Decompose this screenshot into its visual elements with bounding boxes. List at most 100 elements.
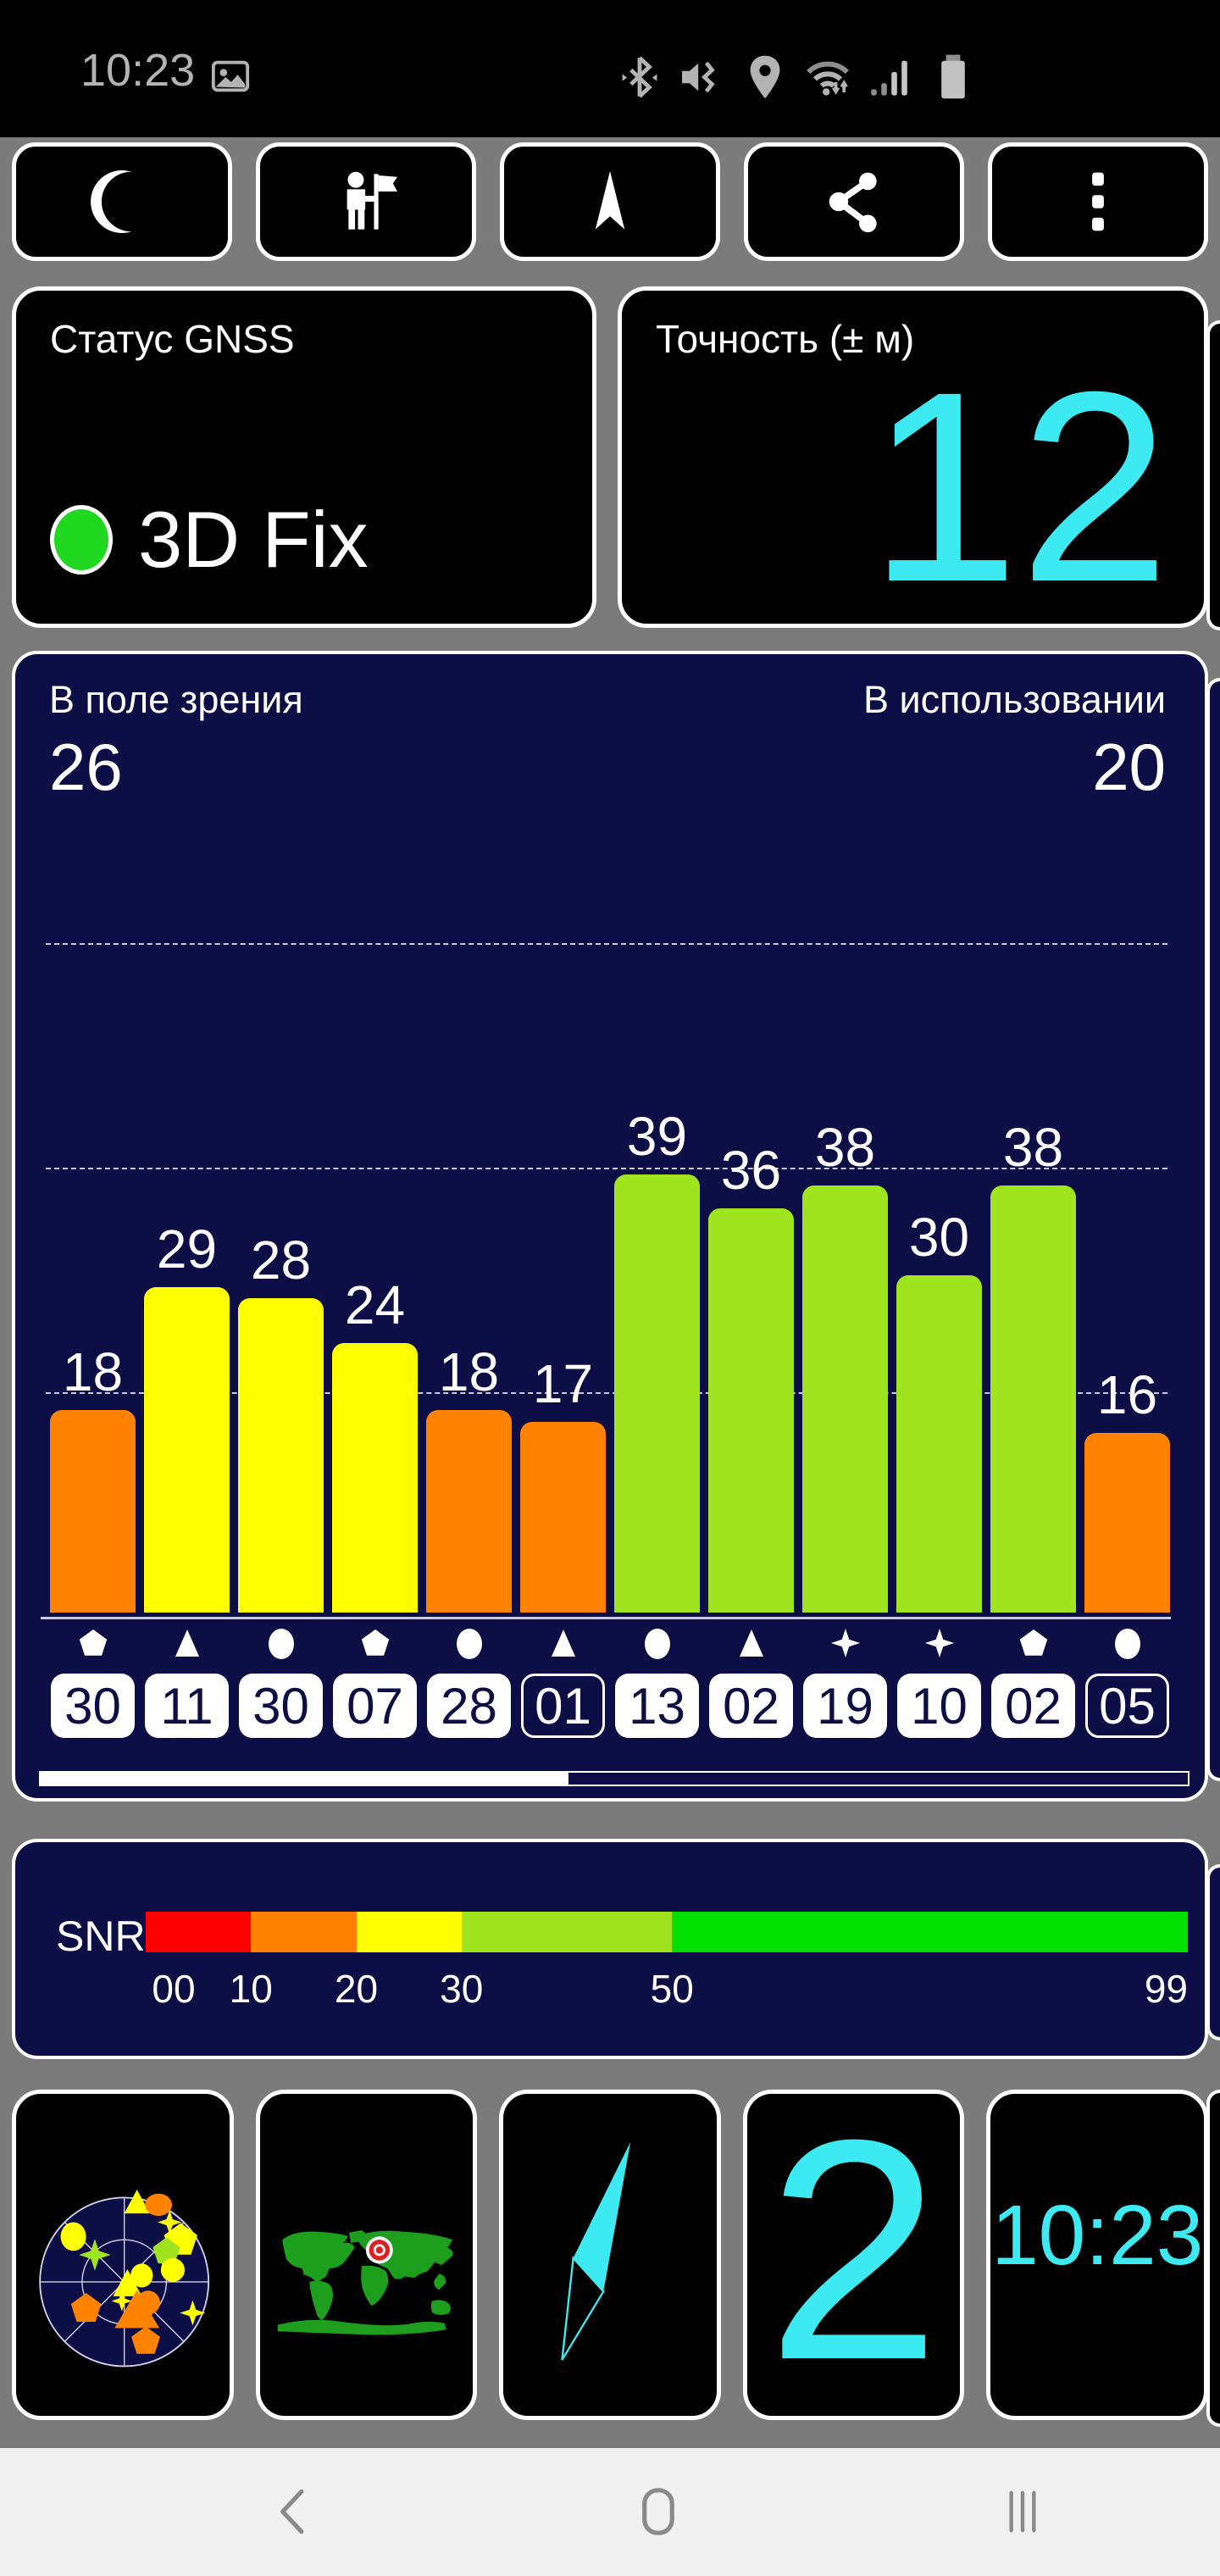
ttff-progress-bar	[39, 1771, 1190, 1786]
compass-card[interactable]	[499, 2090, 721, 2420]
battery-icon	[941, 54, 965, 99]
prn-badge: 30	[239, 1674, 323, 1738]
bar-slot: 18	[422, 1341, 516, 1613]
triangle-icon	[140, 1625, 234, 1663]
in-view-value: 26	[49, 730, 123, 804]
status-time: 10:23	[80, 45, 196, 96]
bar-slot: 38	[798, 1116, 892, 1613]
circle-icon	[610, 1625, 704, 1663]
snr-bar	[144, 1287, 230, 1613]
snr-bar	[990, 1185, 1076, 1613]
bar-value: 39	[626, 1106, 688, 1167]
sky-plot-card[interactable]	[12, 2090, 234, 2420]
prn-badge: 01	[521, 1674, 605, 1738]
prn-badges: 30 11 30 07 28 01 13 02 19 10 02 05	[46, 1674, 1174, 1738]
next-card-sliver	[1206, 2090, 1220, 2427]
badge-cell: 01	[516, 1674, 610, 1738]
recents-icon[interactable]	[991, 2480, 1054, 2543]
snr-tick-label: 50	[650, 1967, 694, 2011]
back-icon[interactable]	[263, 2480, 325, 2543]
snr-tick-label: 30	[440, 1967, 484, 2011]
snr-tick-labels: 00 10 20 30 50 99	[146, 1966, 1188, 2013]
person-flag-icon	[347, 171, 397, 230]
snr-bar	[896, 1275, 982, 1613]
gnss-status-title: Статус GNSS	[50, 317, 295, 361]
badge-cell: 10	[892, 1674, 986, 1738]
wifi-icon	[807, 61, 849, 96]
satellite-chart-card[interactable]: В поле зрения В использовании 26 20 18 29…	[12, 651, 1208, 1802]
gridline	[46, 943, 1167, 945]
bar-slot: 38	[986, 1116, 1080, 1613]
star-icon	[798, 1625, 892, 1663]
circle-icon	[234, 1625, 328, 1663]
circle-icon	[1080, 1625, 1174, 1663]
snr-bar	[332, 1343, 418, 1613]
fix-status-dot	[50, 505, 113, 575]
clock-value: 10:23	[991, 2187, 1204, 2283]
snr-legend-card[interactable]: SNR 00 10 20 30 50 99	[12, 1839, 1208, 2059]
in-use-value: 20	[1092, 730, 1166, 804]
snr-bar	[708, 1208, 794, 1613]
prn-badge: 02	[991, 1674, 1075, 1738]
snr-bar	[614, 1174, 700, 1613]
badge-cell: 13	[610, 1674, 704, 1738]
ttff-progress-fill	[41, 1773, 568, 1785]
bar-value: 29	[156, 1219, 218, 1280]
bar-value: 18	[62, 1341, 124, 1402]
home-icon[interactable]	[627, 2480, 690, 2543]
prn-badge: 19	[803, 1674, 887, 1738]
menu-button[interactable]	[988, 142, 1208, 261]
bar-value: 16	[1096, 1364, 1158, 1425]
share-button[interactable]	[744, 142, 964, 261]
navigation-bar	[0, 2448, 1220, 2576]
world-map-card[interactable]	[255, 2090, 478, 2420]
in-view-label: В поле зрения	[49, 678, 303, 721]
night-mode-button[interactable]	[12, 142, 232, 261]
gnss-status-card[interactable]: Статус GNSS 3D Fix	[12, 286, 596, 628]
bar-slot: 36	[704, 1139, 798, 1613]
next-card-sliver	[1206, 320, 1220, 630]
share-icon	[829, 172, 877, 233]
navigation-button[interactable]	[500, 142, 720, 261]
prn-badge: 30	[51, 1674, 135, 1738]
clock-card[interactable]: 10:23	[986, 2090, 1208, 2420]
snr-legend-label: SNR	[56, 1913, 146, 1960]
pentagon-icon	[46, 1625, 140, 1663]
bar-value: 38	[1002, 1117, 1064, 1178]
compass-needle	[561, 2141, 631, 2361]
signal-icon	[871, 60, 907, 96]
prn-badge: 11	[145, 1674, 229, 1738]
badge-cell: 30	[234, 1674, 328, 1738]
speed-card[interactable]: 2	[742, 2090, 965, 2420]
bar-slot: 28	[234, 1229, 328, 1613]
constellation-shapes	[46, 1625, 1174, 1663]
bar-value: 36	[720, 1140, 782, 1201]
bar-slot: 18	[46, 1341, 140, 1613]
snr-bar	[802, 1185, 888, 1613]
star-icon	[892, 1625, 986, 1663]
waypoints-button[interactable]	[256, 142, 476, 261]
prn-badge: 05	[1085, 1674, 1169, 1738]
snr-tick-label: 99	[1144, 1967, 1188, 2011]
bar-slot: 24	[328, 1274, 422, 1613]
triangle-icon	[704, 1625, 798, 1663]
snr-segment	[461, 1912, 673, 1952]
bar-slot: 16	[1080, 1363, 1174, 1613]
bar-slot: 29	[140, 1218, 234, 1613]
status-bar: 10:23	[0, 0, 1220, 137]
badge-cell: 05	[1080, 1674, 1174, 1738]
next-card-sliver	[1206, 678, 1220, 1781]
accuracy-card[interactable]: Точность (± м) 12	[618, 286, 1208, 628]
overflow-menu-icon	[1092, 172, 1104, 231]
snr-bar	[520, 1422, 606, 1613]
pentagon-icon	[328, 1625, 422, 1663]
snr-bars: 18 29 28 24 18 17 39 36 38 30 38 16	[46, 1105, 1174, 1613]
snr-tick-label: 20	[334, 1967, 379, 2011]
badge-cell: 28	[422, 1674, 516, 1738]
toolbar	[0, 142, 1220, 261]
triangle-icon	[516, 1625, 610, 1663]
badge-cell: 30	[46, 1674, 140, 1738]
bar-value: 17	[532, 1353, 594, 1414]
snr-segment	[251, 1912, 357, 1952]
prn-badge: 07	[333, 1674, 417, 1738]
